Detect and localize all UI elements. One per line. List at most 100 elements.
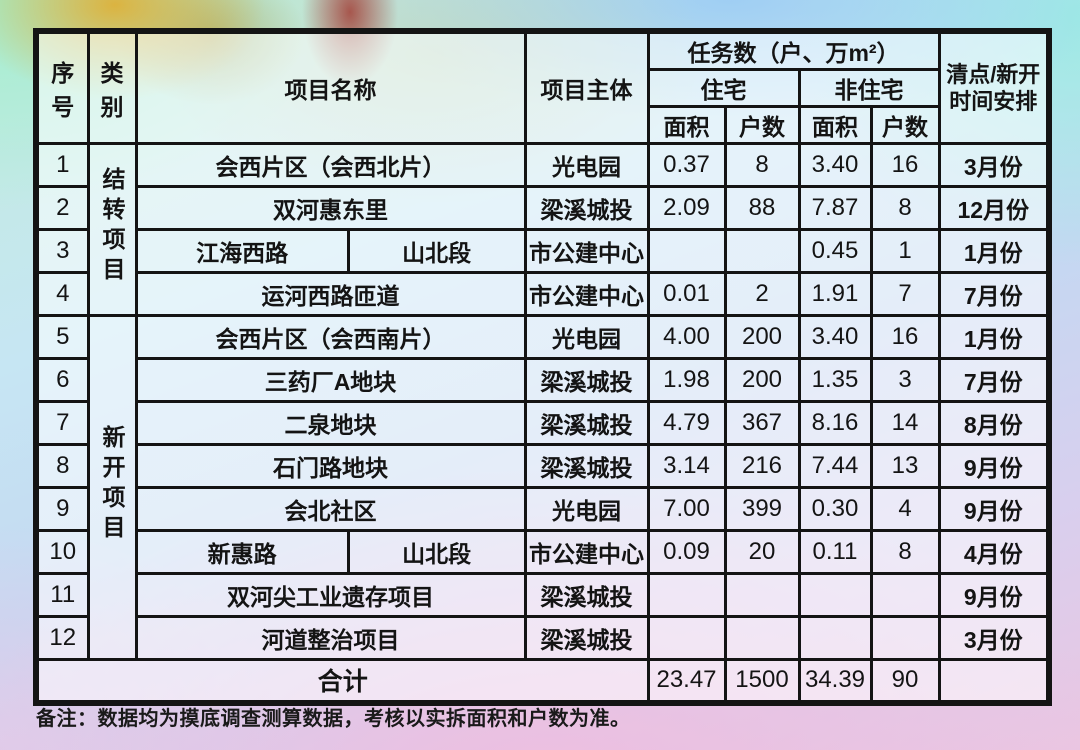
col-header-serial: 序号 [34,29,90,145]
cell-project-name-split: 新惠路 山北段 [134,529,527,575]
cell-schedule: 4月份 [937,529,1051,575]
cell-serial: 7 [34,400,90,446]
cell-res-units: 20 [723,529,801,575]
cell-owner: 梁溪城投 [523,185,650,231]
cell-serial: 6 [34,357,90,403]
table-row: 11 双河尖工业遗存项目 梁溪城投 9月份 [34,572,1051,618]
cell-project-name: 双河尖工业遗存项目 [134,572,527,618]
cell-nonres-area: 7.87 [797,185,873,231]
cell-nonres-units [869,572,941,618]
col-header-category: 类别 [86,29,138,145]
cell-nonres-area: 0.30 [797,486,873,532]
cell-nonres-units: 7 [869,271,941,317]
total-res-units: 1500 [723,658,801,704]
cell-schedule: 1月份 [937,314,1051,360]
cell-nonres-units: 1 [869,228,941,274]
col-header-residential: 住宅 [646,68,801,108]
cell-nonres-units: 4 [869,486,941,532]
split-name-right: 山北段 [402,541,472,567]
cell-schedule: 9月份 [937,443,1051,489]
cell-nonres-area: 3.40 [797,314,873,360]
col-header-res-area: 面积 [646,105,727,145]
col-header-nonres-area: 面积 [797,105,873,145]
cell-res-units: 8 [723,142,801,188]
category-cell-carryover: 结转项目 [86,142,138,317]
table-row: 5 新开项目 会西片区（会西南片） 光电园 4.00 200 3.40 16 1… [34,314,1051,661]
cell-serial: 11 [34,572,90,618]
cell-owner: 市公建中心 [523,228,650,274]
cell-nonres-units [869,615,941,661]
cell-nonres-area: 3.40 [797,142,873,188]
total-nonres-area: 34.39 [797,658,873,704]
cell-res-units: 216 [723,443,801,489]
cell-owner: 光电园 [523,486,650,532]
cell-nonres-units: 16 [869,142,941,188]
cell-res-units: 200 [723,314,801,360]
cell-nonres-area: 0.11 [797,529,873,575]
cell-schedule: 1月份 [937,228,1051,274]
cell-res-area: 4.00 [646,314,727,360]
cell-serial: 5 [34,314,90,360]
header-row-3: 面积 户数 面积 户数 [36,105,1049,145]
total-nonres-units: 90 [869,658,941,704]
col-header-nonres-households: 户数 [869,105,941,145]
cell-project-name-split: 江海西路 山北段 [134,228,527,274]
col-header-task-count: 任务数（户、万m²） [646,29,941,71]
cell-res-area: 0.09 [646,529,727,575]
header-row-2: 住宅 非住宅 [36,68,1049,108]
cell-nonres-area: 7.44 [797,443,873,489]
cell-serial: 3 [34,228,90,274]
cell-schedule: 3月份 [937,142,1051,188]
col-header-project-owner: 项目主体 [523,29,650,145]
cell-schedule: 9月份 [937,486,1051,532]
split-name-container: 新惠路 山北段 [139,533,522,571]
cell-project-name: 会北社区 [134,486,527,532]
table-row: 3 江海西路 山北段 市公建中心 0.45 1 1月份 [34,228,1051,274]
cell-owner: 市公建中心 [523,271,650,317]
cell-owner: 光电园 [523,142,650,188]
cell-res-units: 2 [723,271,801,317]
cell-nonres-area: 1.91 [797,271,873,317]
col-header-non-residential: 非住宅 [797,68,941,108]
cell-serial: 12 [34,615,90,661]
cell-nonres-units: 3 [869,357,941,403]
cell-res-area: 1.98 [646,357,727,403]
cell-project-name: 河道整治项目 [134,615,527,661]
schedule-header-line2: 时间安排 [949,89,1038,114]
cell-nonres-units: 13 [869,443,941,489]
col-header-schedule: 清点/新开 时间安排 [937,29,1051,145]
cell-nonres-units: 8 [869,185,941,231]
table-row: 2 双河惠东里 梁溪城投 2.09 88 7.87 8 12月份 [34,185,1051,231]
cell-owner: 光电园 [523,314,650,360]
cell-res-units: 200 [723,357,801,403]
cell-res-area [646,572,727,618]
cell-owner: 梁溪城投 [523,357,650,403]
split-name-right: 山北段 [402,240,472,266]
total-schedule [937,658,1051,704]
cell-nonres-units: 14 [869,400,941,446]
cell-schedule: 7月份 [937,271,1051,317]
table-row: 10 新惠路 山北段 市公建中心 0.09 20 0.11 8 4月份 [34,529,1051,575]
table-row: 12 河道整治项目 梁溪城投 3月份 [34,615,1051,661]
col-header-project-name: 项目名称 [134,29,527,145]
cell-project-name: 会西片区（会西南片） [134,314,527,360]
header-row-1: 序号 类别 项目名称 项目主体 任务数（户、万m²） 清点/新开 时间安排 [34,29,1051,145]
total-res-area: 23.47 [646,658,727,704]
cell-serial: 8 [34,443,90,489]
cell-nonres-area [797,572,873,618]
cell-project-name: 运河西路匝道 [134,271,527,317]
cell-project-name: 二泉地块 [134,400,527,446]
cell-res-area: 2.09 [646,185,727,231]
total-label-cell: 合计 [34,658,650,704]
cell-res-units: 399 [723,486,801,532]
cell-owner: 梁溪城投 [523,443,650,489]
cell-serial: 10 [34,529,90,575]
cell-res-area: 3.14 [646,443,727,489]
table-row: 7 二泉地块 梁溪城投 4.79 367 8.16 14 8月份 [34,400,1051,446]
total-row: 合计 23.47 1500 34.39 90 [34,658,1051,704]
cell-project-name: 三药厂A地块 [134,357,527,403]
cell-schedule: 12月份 [937,185,1051,231]
cell-res-units [723,615,801,661]
cell-serial: 4 [34,271,90,317]
demolition-task-table: 序号 类别 项目名称 项目主体 任务数（户、万m²） 清点/新开 时间安排 住宅… [33,28,1052,706]
